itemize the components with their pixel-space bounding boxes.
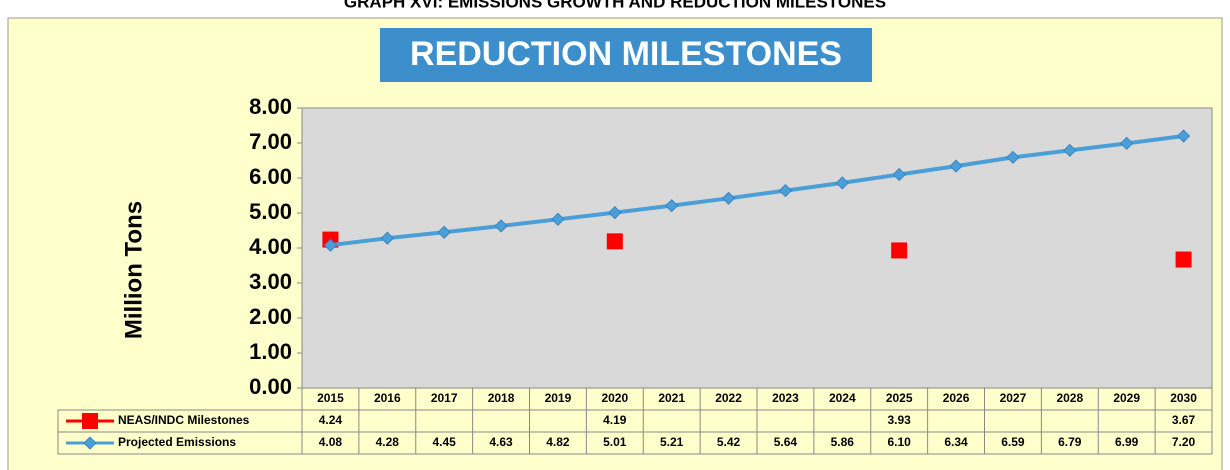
marker <box>778 184 793 198</box>
subtitle-box <box>380 28 872 82</box>
y-tick-label: 4.00 <box>249 234 292 259</box>
marker <box>1120 136 1134 150</box>
table-value: 6.10 <box>888 435 912 449</box>
table-value: 5.42 <box>717 435 741 449</box>
page-title: GRAPH XVI: EMISSIONS GROWTH AND REDUCTIO… <box>344 0 886 11</box>
table-value: 5.21 <box>660 435 684 449</box>
y-tick-label: 3.00 <box>249 269 292 294</box>
y-tick-label: 7.00 <box>249 129 292 154</box>
marker <box>721 191 736 205</box>
marker <box>437 225 451 239</box>
table-value: 6.79 <box>1058 435 1082 449</box>
x-tick-label: 2022 <box>715 391 742 405</box>
y-tick-label: 0.00 <box>249 374 292 399</box>
marker <box>608 206 622 220</box>
x-tick-label: 2019 <box>545 391 572 405</box>
x-tick-label: 2016 <box>374 391 401 405</box>
marker <box>891 242 908 259</box>
series-line <box>330 134 1184 248</box>
table-value: 4.28 <box>376 435 400 449</box>
marker <box>83 436 97 450</box>
marker <box>494 219 508 233</box>
table-value: 6.99 <box>1115 435 1139 449</box>
marker <box>1176 129 1191 143</box>
y-axis-label: Million Tons <box>120 201 147 339</box>
x-tick-label: 2026 <box>943 391 970 405</box>
x-tick-label: 2027 <box>1000 391 1027 405</box>
y-tick-label: 5.00 <box>249 199 292 224</box>
x-tick-label: 2029 <box>1113 391 1140 405</box>
chart-subtitle: REDUCTION MILESTONES <box>410 35 842 73</box>
x-tick-label: 2018 <box>488 391 515 405</box>
table-value: 5.64 <box>774 435 798 449</box>
legend-label: Projected Emissions <box>118 435 236 449</box>
table-value: 4.45 <box>433 435 457 449</box>
marker <box>892 167 906 182</box>
table-value: 4.24 <box>319 413 343 427</box>
marker <box>1175 251 1192 268</box>
y-tick-label: 6.00 <box>249 164 292 189</box>
marker <box>1006 150 1020 164</box>
x-tick-label: 2030 <box>1170 391 1197 405</box>
legend-label: NEAS/INDC Milestones <box>118 413 250 427</box>
marker <box>606 233 623 250</box>
marker <box>82 413 98 429</box>
table-value: 3.67 <box>1172 413 1196 427</box>
x-tick-label: 2023 <box>772 391 799 405</box>
marker <box>1063 143 1077 157</box>
y-tick-label: 8.00 <box>249 94 292 119</box>
table-value: 4.08 <box>319 435 343 449</box>
marker <box>949 159 963 173</box>
table-value: 4.63 <box>489 435 513 449</box>
table-value: 4.19 <box>603 413 627 427</box>
y-tick-label: 1.00 <box>249 339 292 364</box>
x-tick-label: 2028 <box>1056 391 1083 405</box>
x-tick-label: 2017 <box>431 391 458 405</box>
x-tick-label: 2020 <box>601 391 628 405</box>
x-tick-label: 2024 <box>829 391 856 405</box>
table-value: 7.20 <box>1172 435 1196 449</box>
table-value: 5.01 <box>603 435 627 449</box>
marker <box>835 176 849 190</box>
x-tick-label: 2025 <box>886 391 913 405</box>
marker <box>665 199 679 213</box>
y-tick-label: 2.00 <box>249 304 292 329</box>
table-value: 3.93 <box>888 413 912 427</box>
marker <box>380 231 394 245</box>
table-value: 4.82 <box>546 435 570 449</box>
table-value: 6.34 <box>944 435 968 449</box>
table-value: 6.59 <box>1001 435 1025 449</box>
marker <box>551 212 565 226</box>
marker <box>323 238 338 252</box>
x-tick-label: 2015 <box>317 391 344 405</box>
table-value: 5.86 <box>831 435 855 449</box>
x-tick-label: 2021 <box>658 391 685 405</box>
